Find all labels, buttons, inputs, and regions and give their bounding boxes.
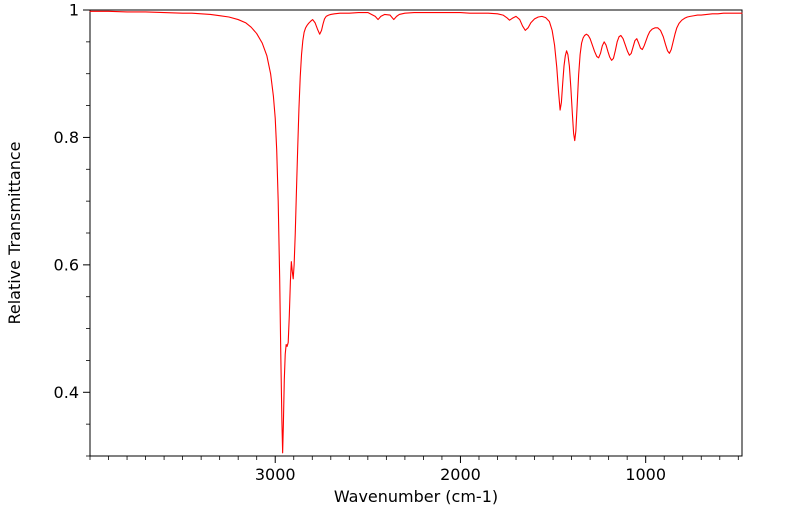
y-tick-label: 0.4 bbox=[54, 383, 79, 402]
y-axis-title: Relative Transmittance bbox=[5, 141, 24, 324]
x-tick-label: 1000 bbox=[625, 465, 666, 484]
spectrum-line bbox=[89, 10, 743, 454]
x-axis-title: Wavenumber (cm-1) bbox=[334, 487, 498, 506]
x-tick-label: 3000 bbox=[255, 465, 296, 484]
y-tick-label: 1 bbox=[69, 1, 79, 20]
plot-content: 3000 2000 1000 0.4 0.6 0.8 1 bbox=[54, 1, 743, 484]
y-tick-label: 0.6 bbox=[54, 255, 79, 274]
axes-box bbox=[89, 9, 743, 457]
y-tick-label: 0.8 bbox=[54, 128, 79, 147]
x-tick-label: 2000 bbox=[440, 465, 481, 484]
